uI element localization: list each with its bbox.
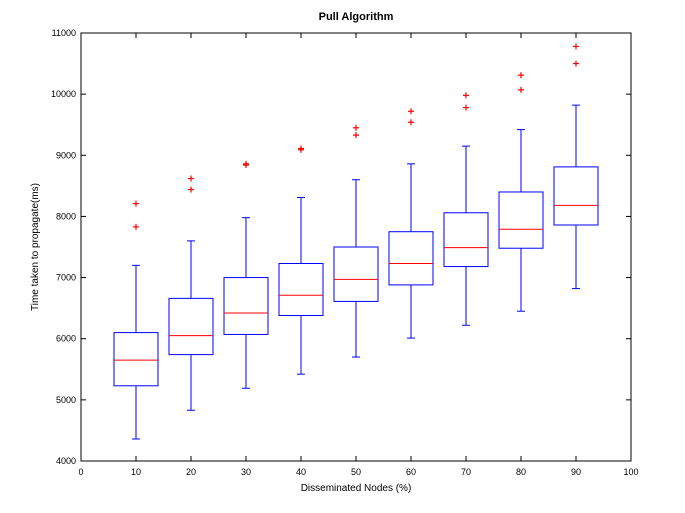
outlier-marker [408,108,414,115]
box-iqr [498,191,544,249]
outlier-marker [573,60,579,67]
outlier-marker [463,92,469,99]
boxes [113,43,599,440]
box-group [223,160,269,389]
outlier-marker [463,104,469,111]
x-tick-label: 100 [623,467,638,477]
y-tick-label: 11000 [52,28,76,38]
box-iqr [553,166,599,226]
box-iqr [443,212,489,268]
y-axis-label: Time taken to propagate(ms) [30,183,41,311]
y-tick-label: 8000 [56,211,76,221]
outlier-marker [518,72,524,79]
x-tick-label: 50 [351,467,361,477]
y-tick-label: 9000 [56,150,76,160]
box-group [553,43,599,290]
outlier-marker [408,119,414,126]
outlier-marker [573,43,579,50]
chart-title: Pull Algorithm [319,11,394,23]
box-group [443,92,489,326]
x-tick-label: 20 [186,467,196,477]
x-tick-label: 0 [78,467,83,477]
box-group [388,108,434,339]
box-iqr [113,332,159,387]
outlier-marker [188,186,194,193]
outlier-marker [243,160,249,167]
box-group [168,175,214,411]
x-tick-label: 90 [571,467,581,477]
box-iqr [388,231,434,286]
box-group [278,145,324,375]
outlier-marker [353,124,359,131]
y-tick-label: 10000 [51,89,76,99]
x-tick-label: 80 [516,467,526,477]
y-tick-label: 4000 [56,456,76,466]
box-group [333,124,379,358]
x-tick-label: 30 [241,467,251,477]
box-iqr [333,246,379,302]
outlier-marker [298,145,304,152]
y-tick-label: 6000 [56,334,76,344]
axis-ticks: 0 10 20 30 40 50 60 70 80 90 100 4000 5000 6000 7000 80… [51,28,639,477]
outlier-marker [133,200,139,207]
y-tick-label: 5000 [56,395,76,405]
box-iqr [223,277,269,335]
box-group [113,200,159,440]
outlier-marker [518,86,524,93]
box-iqr [168,297,214,356]
y-tick-label: 7000 [56,273,76,283]
x-tick-label: 10 [131,467,141,477]
x-tick-label: 60 [406,467,416,477]
box-group [498,72,544,312]
box-iqr [278,263,324,316]
x-tick-label: 70 [461,467,471,477]
x-axis-label: Disseminated Nodes (%) [301,483,412,494]
x-tick-label: 40 [296,467,306,477]
outlier-marker [188,175,194,182]
outlier-marker [353,132,359,139]
outlier-marker [133,223,139,230]
